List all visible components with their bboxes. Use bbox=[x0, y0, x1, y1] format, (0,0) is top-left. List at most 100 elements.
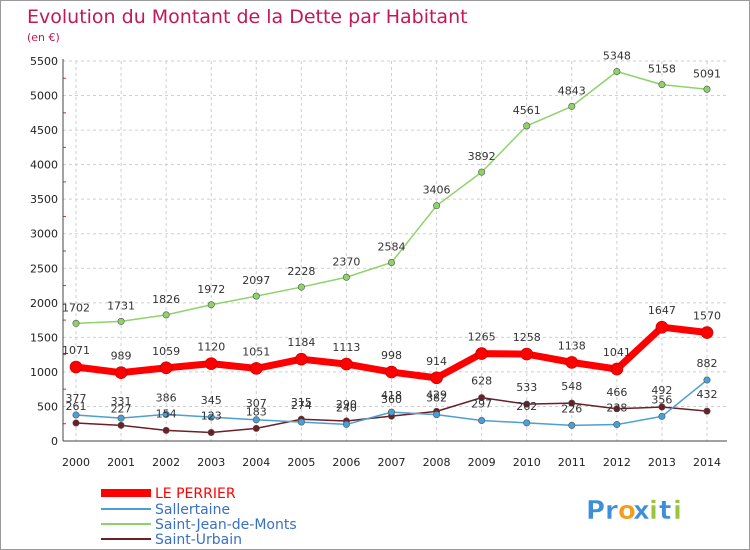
data-point bbox=[249, 362, 263, 375]
data-label: 2228 bbox=[287, 265, 315, 278]
data-point bbox=[342, 420, 350, 428]
data-label: 5091 bbox=[693, 67, 721, 80]
legend-label: Sallertaine bbox=[155, 502, 230, 518]
data-label: 240 bbox=[336, 401, 357, 414]
data-point bbox=[478, 394, 486, 402]
data-point bbox=[478, 168, 486, 176]
data-label: 998 bbox=[381, 349, 402, 362]
data-label: 1702 bbox=[62, 301, 90, 314]
data-label: 238 bbox=[606, 402, 627, 415]
data-point bbox=[613, 421, 621, 429]
x-tick-label: 2004 bbox=[242, 456, 270, 469]
data-label: 1051 bbox=[242, 345, 270, 358]
axes: 0 500 1000 1500 2000 2500 3000 3500 4000 4500 5000… bbox=[30, 55, 727, 469]
data-label: 331 bbox=[111, 395, 132, 408]
data-point bbox=[252, 292, 260, 300]
data-labels: 1702 1731 1826 1972 2097 2228 2370 2584 3406 3892… bbox=[62, 50, 721, 423]
data-label: 274 bbox=[291, 399, 312, 412]
data-point bbox=[297, 283, 305, 291]
data-label: 1265 bbox=[468, 331, 496, 344]
legend-label: Saint-Urbain bbox=[155, 532, 242, 548]
data-point bbox=[297, 418, 305, 426]
data-label: 3892 bbox=[468, 150, 496, 163]
data-point bbox=[207, 413, 215, 421]
y-tick-label: 0 bbox=[51, 435, 58, 448]
data-label: 3406 bbox=[423, 184, 451, 197]
data-label: 466 bbox=[606, 386, 627, 399]
data-point bbox=[252, 424, 260, 432]
y-tick-label: 2000 bbox=[30, 297, 58, 310]
series-saint-jean-de-monts bbox=[72, 68, 711, 327]
data-label: 882 bbox=[697, 357, 718, 370]
data-point bbox=[117, 317, 125, 325]
y-tick-label: 4500 bbox=[30, 124, 58, 137]
data-point bbox=[433, 411, 441, 419]
data-label: 432 bbox=[697, 388, 718, 401]
data-label: 261 bbox=[66, 400, 87, 413]
data-label: 290 bbox=[336, 398, 357, 411]
data-point bbox=[114, 366, 128, 379]
data-point bbox=[610, 362, 624, 376]
x-tick-label: 2009 bbox=[468, 456, 496, 469]
y-tick-label: 500 bbox=[37, 400, 58, 413]
data-point bbox=[658, 412, 666, 420]
x-tick-label: 2006 bbox=[332, 456, 360, 469]
data-point bbox=[340, 357, 353, 371]
y-tick-label: 5500 bbox=[30, 55, 58, 68]
data-label: 2370 bbox=[332, 255, 360, 268]
data-label: 2584 bbox=[378, 240, 406, 253]
x-tick-label: 2007 bbox=[378, 456, 406, 469]
x-tick-label: 2010 bbox=[513, 456, 541, 469]
data-label: 1059 bbox=[152, 345, 180, 358]
data-point bbox=[252, 416, 260, 424]
y-tick-label: 2500 bbox=[30, 262, 58, 275]
data-label: 386 bbox=[156, 391, 177, 404]
data-point bbox=[72, 319, 80, 327]
data-label: 4561 bbox=[513, 104, 541, 117]
data-label: 226 bbox=[561, 402, 582, 415]
data-point bbox=[658, 81, 666, 89]
x-tick-label: 2011 bbox=[558, 456, 586, 469]
data-label: 183 bbox=[246, 405, 267, 418]
data-label: 4843 bbox=[558, 84, 586, 97]
data-label: 123 bbox=[201, 410, 222, 423]
data-label: 262 bbox=[516, 400, 537, 413]
x-tick-label: 2001 bbox=[107, 456, 135, 469]
data-label: 307 bbox=[246, 397, 267, 410]
data-label: 5348 bbox=[603, 50, 631, 63]
data-label: 345 bbox=[201, 394, 222, 407]
data-point bbox=[613, 405, 621, 413]
y-tick-label: 1500 bbox=[30, 331, 58, 344]
legend: LE PERRIERSallertaineSaint-Jean-de-Monts… bbox=[101, 486, 297, 548]
chart-subtitle: (en €) bbox=[27, 31, 60, 44]
series-le-perrier bbox=[69, 320, 714, 385]
legend-label: LE PERRIER bbox=[155, 486, 236, 502]
x-tick-label: 2014 bbox=[693, 456, 721, 469]
grid bbox=[63, 60, 727, 442]
data-point bbox=[117, 421, 125, 429]
data-point bbox=[162, 426, 170, 434]
data-label: 914 bbox=[426, 355, 447, 368]
data-point bbox=[700, 326, 714, 339]
data-point bbox=[387, 258, 395, 266]
data-label: 1138 bbox=[558, 339, 586, 352]
logo-letter: P bbox=[586, 496, 605, 526]
logo-letter: o bbox=[618, 496, 636, 526]
data-point bbox=[568, 421, 576, 429]
legend-item: Saint-Urbain bbox=[101, 532, 242, 548]
y-tick-label: 1000 bbox=[30, 366, 58, 379]
data-point bbox=[565, 356, 579, 369]
data-point bbox=[385, 365, 398, 379]
data-label: 1826 bbox=[152, 293, 180, 306]
data-point bbox=[159, 361, 173, 375]
legend-item: LE PERRIER bbox=[101, 486, 236, 502]
data-point bbox=[520, 347, 534, 361]
x-tick-label: 2008 bbox=[423, 456, 451, 469]
data-label: 1647 bbox=[648, 304, 676, 317]
data-point bbox=[295, 352, 308, 366]
y-tick-label: 5000 bbox=[30, 90, 58, 103]
data-label: 2097 bbox=[242, 274, 270, 287]
data-label: 1258 bbox=[513, 331, 541, 344]
data-label: 1041 bbox=[603, 346, 631, 359]
